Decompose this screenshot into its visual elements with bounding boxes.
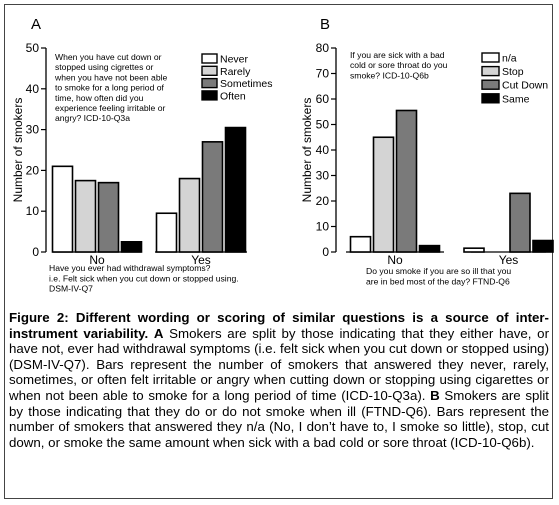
- legend-label: Sometimes: [220, 78, 273, 90]
- y-tick-label: 10: [316, 220, 330, 234]
- legend-swatch: [481, 52, 500, 63]
- bar-sometimes: [201, 141, 224, 253]
- figure-caption: Figure 2: Different wording or scoring o…: [9, 310, 549, 450]
- y-tick-label: 30: [26, 123, 40, 137]
- y-tick-label: 20: [316, 194, 330, 208]
- question-text-line: to smoke for a long period of: [55, 83, 165, 93]
- x-axis-label-line: Have you ever had withdrawal symptoms?: [49, 263, 211, 273]
- bar-same: [532, 239, 554, 253]
- question-text-line: experience feeling irritable or: [55, 103, 165, 113]
- question-text-line: angry? ICD-10-Q3a: [55, 113, 130, 123]
- legend-label: Stop: [502, 66, 524, 78]
- chart-a: 0 10 20 30 40 50 No Yes Number of smokers When yo…: [11, 41, 273, 294]
- bar-often: [224, 126, 247, 253]
- y-tick-label: 40: [316, 143, 330, 157]
- panel-b-letter: B: [320, 16, 331, 33]
- bar-stop: [372, 136, 395, 253]
- question-text-line: stopped using cigrettes or: [55, 62, 154, 72]
- y-tick-label: 30: [316, 169, 330, 183]
- caption-a-text: Smokers are split by those indicating th…: [9, 325, 549, 403]
- y-tick-label: 10: [26, 204, 40, 218]
- legend-label: Cut Down: [502, 80, 548, 92]
- bar-n-a: [463, 247, 485, 253]
- caption-title: Figure 2: Different wording or scoring o…: [9, 310, 549, 341]
- bar-never: [51, 165, 74, 253]
- y-tick-label: 50: [316, 118, 330, 132]
- legend-swatch: [201, 90, 218, 101]
- legend-swatch: [201, 53, 218, 64]
- legend-swatch: [481, 65, 500, 77]
- y-tick-label: 0: [322, 245, 329, 259]
- y-tick-label: 40: [26, 82, 40, 96]
- question-text-line: If you are sick with a bad: [350, 50, 445, 60]
- x-axis-label-line: i.e. Felt sick when you cut down or stop…: [49, 273, 239, 283]
- legend-label: Rarely: [220, 66, 251, 78]
- y-tick-label: 60: [316, 92, 330, 106]
- legend-label: Never: [220, 54, 249, 66]
- question-text-line: smoke? ICD-10-Q6b: [350, 70, 429, 80]
- x-category-label: Yes: [499, 253, 519, 267]
- legend-label: Same: [502, 93, 530, 105]
- legend-swatch: [201, 65, 218, 77]
- caption-b-text: Smokers are split by those indicating th…: [9, 387, 549, 450]
- y-tick-label: 70: [316, 67, 330, 81]
- legend-swatch: [201, 77, 218, 89]
- caption-b-label: B: [430, 387, 440, 403]
- x-category-label: No: [89, 253, 105, 267]
- legend-swatch: [481, 93, 500, 104]
- bar-n-a: [349, 235, 372, 253]
- caption-a-label: A: [153, 325, 164, 341]
- bar-rarely: [74, 179, 97, 253]
- legend-label: Often: [220, 90, 246, 102]
- panel-a-letter: A: [31, 16, 42, 33]
- y-axis-label: Number of smokers: [11, 98, 25, 203]
- x-category-label: Yes: [191, 253, 211, 267]
- x-category-label: No: [387, 253, 403, 267]
- bar-same: [418, 244, 441, 253]
- chart-b: 0 10 20 30 40 50 60 70 80 No Yes Number of smokers I…: [300, 41, 554, 286]
- question-text-line: when you have not been able: [54, 72, 168, 82]
- legend-label: n/a: [502, 53, 517, 65]
- y-tick-label: 50: [26, 41, 40, 55]
- bar-cut-down: [395, 109, 418, 253]
- y-tick-label: 20: [26, 163, 40, 177]
- x-axis-label-line: are in bed most of the day? FTND-Q6: [366, 276, 510, 286]
- x-axis-label-line: Do you smoke if you are so ill that you: [366, 266, 511, 276]
- bar-often: [120, 241, 143, 253]
- y-tick-label: 80: [316, 41, 330, 55]
- question-text-line: time, how often did you: [55, 93, 144, 103]
- question-text-line: cold or sore throat do you: [350, 60, 448, 70]
- y-tick-label: 0: [32, 245, 39, 259]
- y-axis-label: Number of smokers: [300, 98, 314, 203]
- bar-cut-down: [509, 192, 531, 253]
- bar-never: [155, 212, 178, 253]
- question-text-line: When you have cut down or: [55, 52, 162, 62]
- bar-sometimes: [97, 181, 120, 253]
- bar-rarely: [178, 177, 201, 253]
- legend-swatch: [481, 79, 500, 90]
- x-axis-label-line: DSM-IV-Q7: [49, 284, 93, 294]
